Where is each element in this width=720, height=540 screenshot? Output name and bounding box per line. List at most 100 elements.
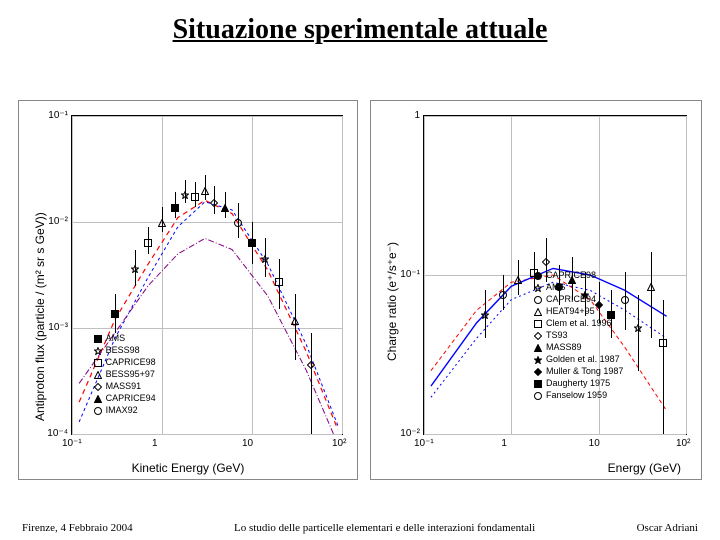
legend-marker-icon <box>534 271 542 279</box>
ytick-label: 10⁻¹ <box>32 110 68 121</box>
legend-label: AMS <box>546 281 566 293</box>
legend-label: MASS91 <box>106 380 142 392</box>
legend-item: CAPRICE94 <box>94 392 156 404</box>
legend-label: HEAT94+95 <box>546 305 595 317</box>
ytick-label: 1 <box>384 110 420 121</box>
xtick-label: 1 <box>501 438 507 449</box>
xtick-label: 10 <box>589 438 600 449</box>
data-point <box>275 273 283 291</box>
legend-item: AMS <box>534 281 623 293</box>
footer-left: Firenze, 4 Febbraio 2004 <box>22 522 133 534</box>
legend-label: AMS <box>106 332 126 344</box>
xtick-label: 1 <box>152 438 158 449</box>
legend-marker-icon <box>94 406 102 414</box>
data-point <box>291 312 299 330</box>
legend-label: TS93 <box>546 329 568 341</box>
legend-label: CAPRICE94 <box>546 293 596 305</box>
footer-center: Lo studio delle particelle elementari e … <box>234 522 535 534</box>
right-ylabel: Charge ratio (e⁺/s⁺e⁻) <box>385 242 399 361</box>
right-chart-plot: 10⁻¹11010²10⁻²10⁻¹1CAPRICE98AMSCAPRICE94… <box>423 115 687 435</box>
ytick-label: 10⁻⁴ <box>32 428 68 439</box>
legend-item: MASS89 <box>534 341 623 353</box>
legend-marker-icon <box>94 394 102 402</box>
left-ylabel: Antiproton flux (particle / (m² sr s GeV… <box>33 212 47 421</box>
legend-item: Clem et al. 1996 <box>534 317 623 329</box>
legend-label: Clem et al. 1996 <box>546 317 612 329</box>
legend-marker-icon <box>534 331 542 339</box>
data-point <box>158 214 166 232</box>
legend-item: Muller & Tong 1987 <box>534 365 623 377</box>
data-point <box>201 182 209 200</box>
left-chart-plot: 10⁻¹11010²10⁻⁴10⁻³10⁻²10⁻¹AMSBESS98CAPRI… <box>71 115 343 435</box>
legend-label: Muller & Tong 1987 <box>546 365 623 377</box>
legend-marker-icon <box>534 367 542 375</box>
legend-item: HEAT94+95 <box>534 305 623 317</box>
data-point <box>499 286 507 304</box>
legend-item: CAPRICE98 <box>94 356 156 368</box>
data-point <box>191 188 199 206</box>
ytick-label: 10⁻² <box>384 428 420 439</box>
legend-marker-icon <box>534 355 542 363</box>
right-xlabel: Energy (GeV) <box>608 461 681 475</box>
legend-marker-icon <box>534 343 542 351</box>
legend-marker-icon <box>534 307 542 315</box>
legend-marker-icon <box>94 382 102 390</box>
legend-marker-icon <box>94 334 102 342</box>
legend-label: IMAX92 <box>106 404 138 416</box>
legend: AMSBESS98CAPRICE98BESS95+97MASS91CAPRICE… <box>94 332 156 416</box>
data-point <box>111 305 119 323</box>
legend-item: Fanselow 1959 <box>534 389 623 401</box>
legend-item: MASS91 <box>94 380 156 392</box>
legend-label: CAPRICE94 <box>106 392 156 404</box>
xtick-label: 10² <box>676 438 690 449</box>
legend-item: CAPRICE98 <box>534 269 623 281</box>
data-point <box>634 319 642 337</box>
data-point <box>261 250 269 268</box>
legend-marker-icon <box>534 295 542 303</box>
data-point <box>481 306 489 324</box>
legend-item: BESS98 <box>94 344 156 356</box>
legend-label: Golden et al. 1987 <box>546 353 620 365</box>
data-point <box>144 234 152 252</box>
data-point <box>234 214 242 232</box>
legend-label: CAPRICE98 <box>106 356 156 368</box>
right-chart: 10⁻¹11010²10⁻²10⁻¹1CAPRICE98AMSCAPRICE94… <box>370 100 702 480</box>
legend-item: BESS95+97 <box>94 368 156 380</box>
legend-label: CAPRICE98 <box>546 269 596 281</box>
left-xlabel: Kinetic Energy (GeV) <box>132 461 245 475</box>
data-point <box>181 186 189 204</box>
data-point <box>171 199 179 217</box>
legend-item: CAPRICE94 <box>534 293 623 305</box>
data-point <box>647 278 655 296</box>
xtick-label: 10⁻¹ <box>62 438 82 449</box>
legend-marker-icon <box>94 346 102 354</box>
data-point <box>659 334 667 352</box>
xtick-label: 10⁻¹ <box>414 438 434 449</box>
legend-marker-icon <box>534 391 542 399</box>
legend-item: Golden et al. 1987 <box>534 353 623 365</box>
xtick-label: 10² <box>332 438 346 449</box>
data-point <box>248 234 256 252</box>
legend-item: Daugherty 1975 <box>534 377 623 389</box>
legend-marker-icon <box>94 370 102 378</box>
left-chart: 10⁻¹11010²10⁻⁴10⁻³10⁻²10⁻¹AMSBESS98CAPRI… <box>18 100 358 480</box>
data-point <box>210 194 218 212</box>
legend-label: BESS95+97 <box>106 368 155 380</box>
legend-marker-icon <box>534 319 542 327</box>
legend: CAPRICE98AMSCAPRICE94HEAT94+95Clem et al… <box>534 269 623 401</box>
legend-marker-icon <box>534 379 542 387</box>
legend-item: TS93 <box>534 329 623 341</box>
data-point <box>131 260 139 278</box>
footer: Firenze, 4 Febbraio 2004 Lo studio delle… <box>0 522 720 534</box>
data-point <box>221 199 229 217</box>
page-title: Situazione sperimentale attuale <box>0 0 720 46</box>
legend-label: MASS89 <box>546 341 582 353</box>
legend-marker-icon <box>94 358 102 366</box>
legend-label: Daugherty 1975 <box>546 377 610 389</box>
legend-label: BESS98 <box>106 344 140 356</box>
legend-item: IMAX92 <box>94 404 156 416</box>
legend-marker-icon <box>534 283 542 291</box>
footer-right: Oscar Adriani <box>637 522 698 534</box>
legend-label: Fanselow 1959 <box>546 389 607 401</box>
data-point <box>514 271 522 289</box>
